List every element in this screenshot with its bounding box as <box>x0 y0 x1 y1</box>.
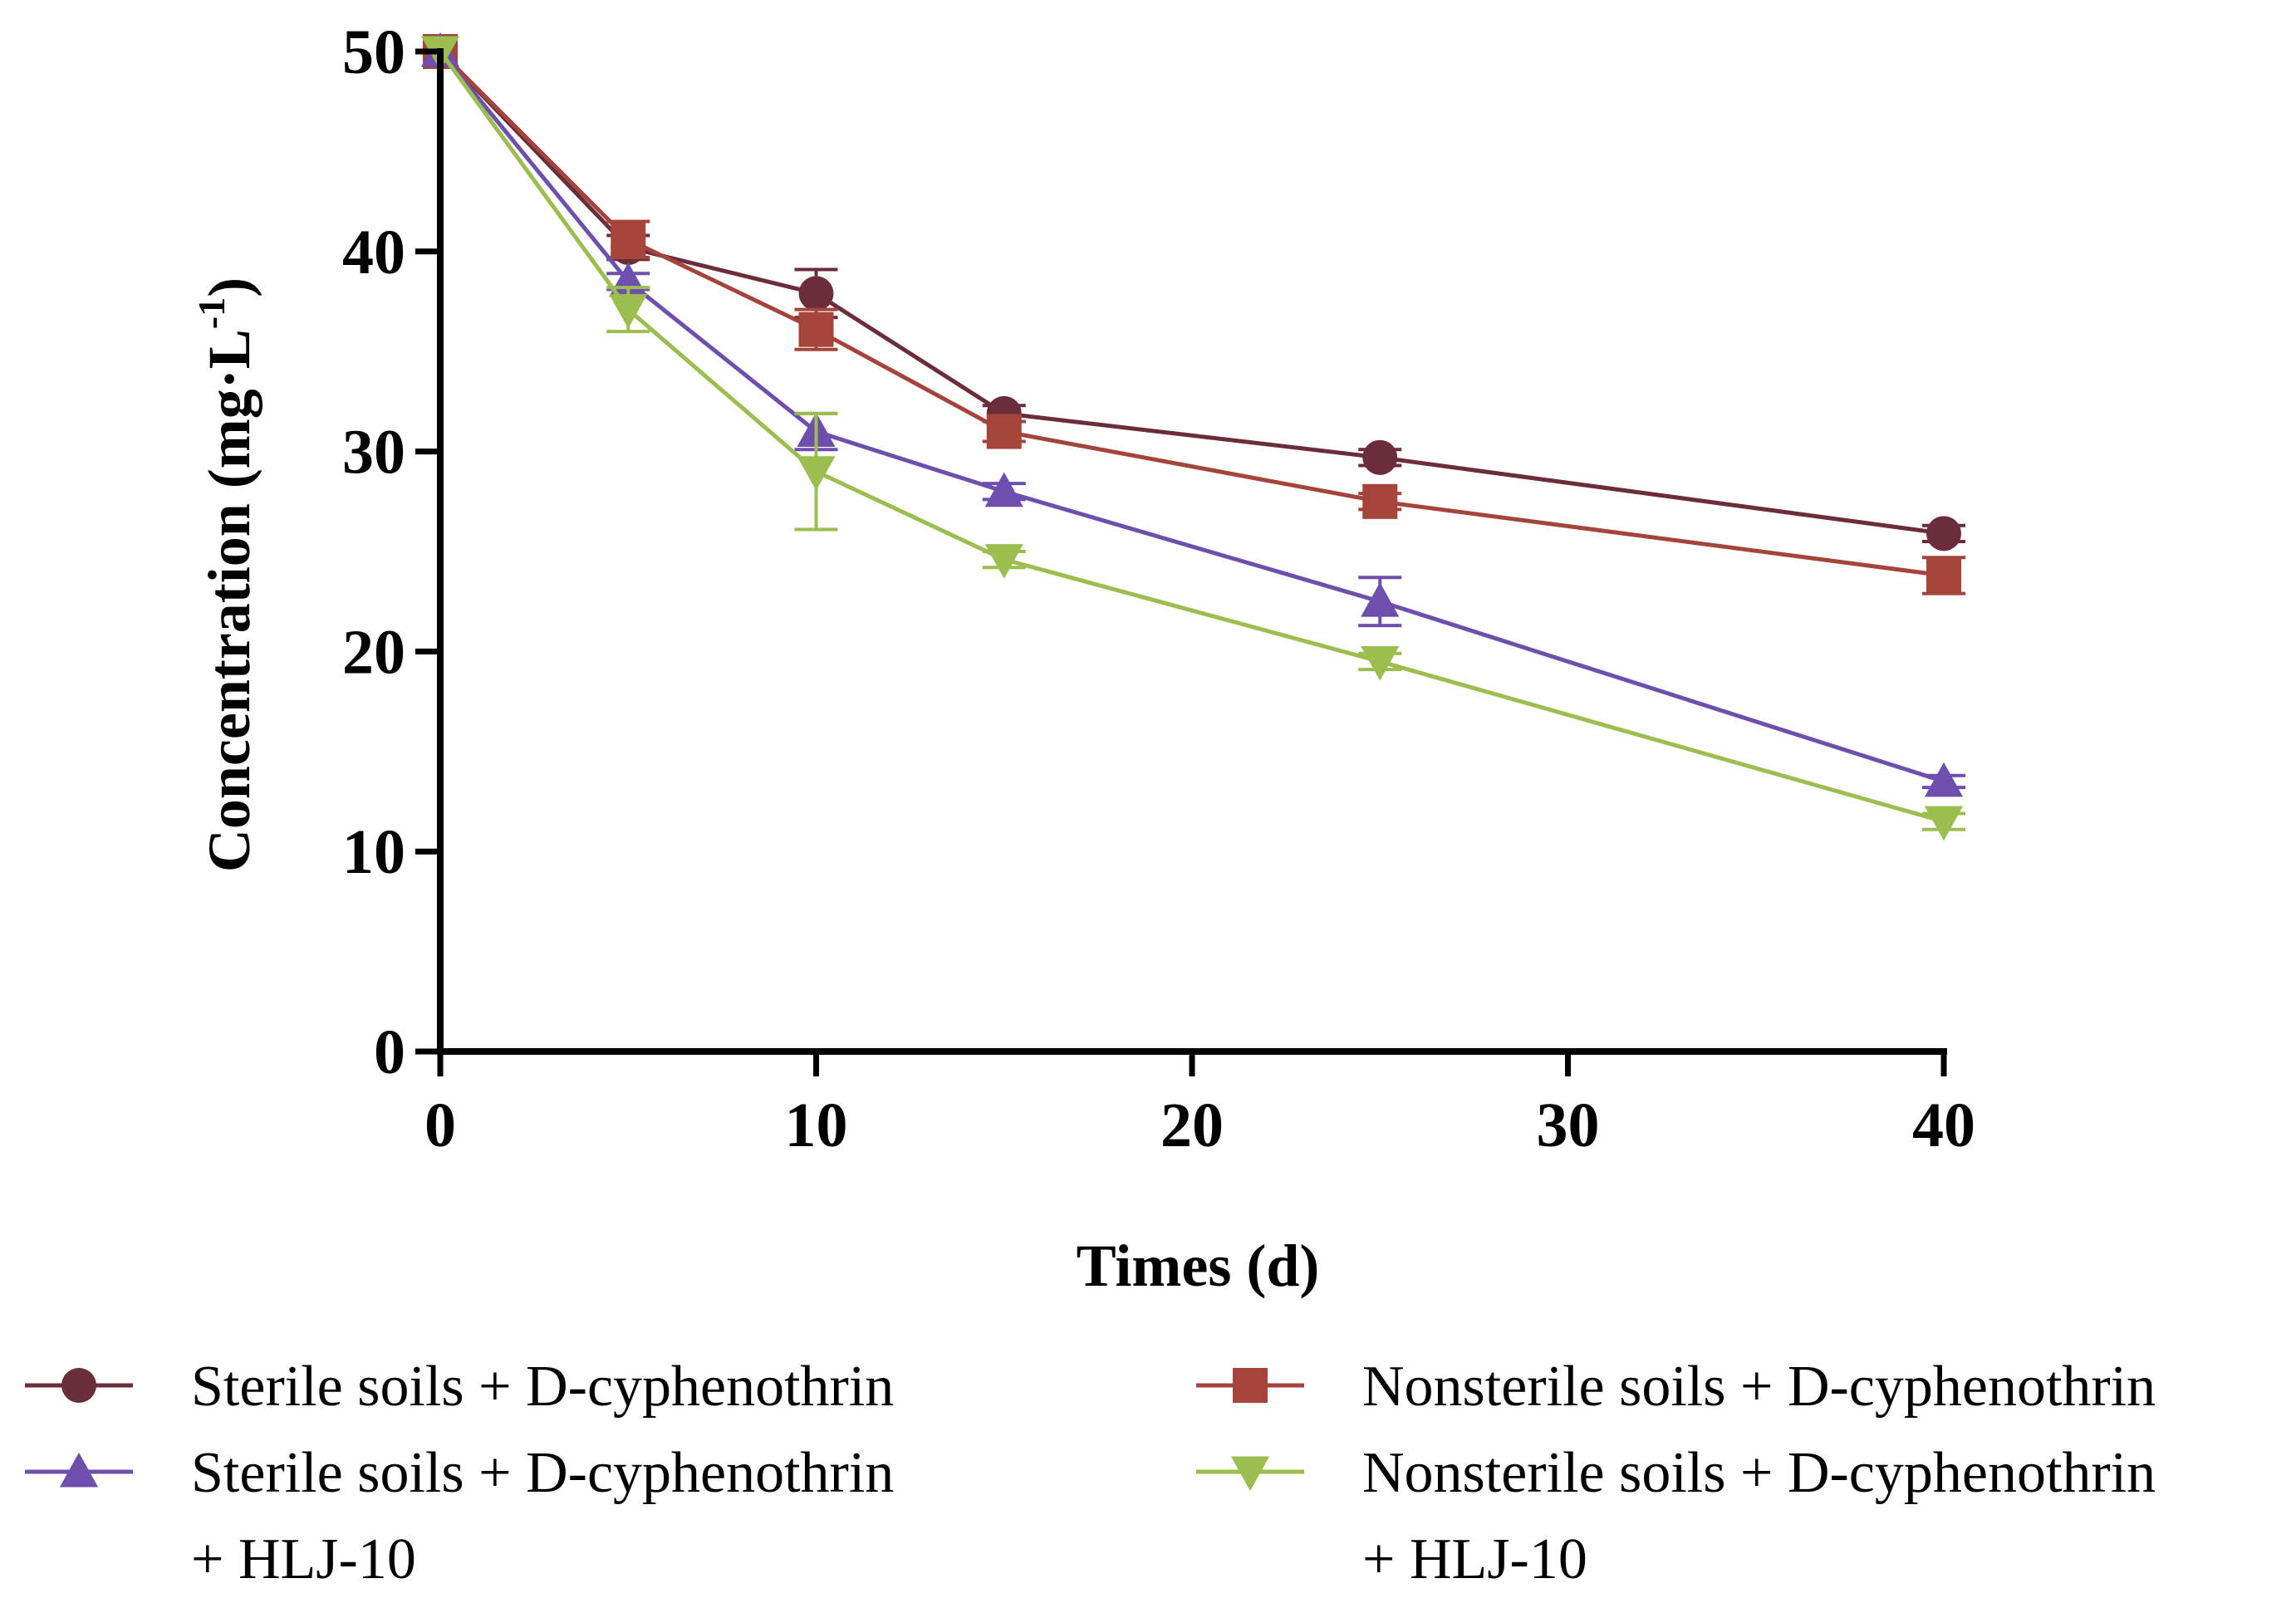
legend-label: Sterile soils + D-cyphenothrin <box>191 1441 894 1505</box>
data-point <box>986 414 1022 449</box>
data-point <box>1361 645 1400 681</box>
x-tick-label: 0 <box>424 1091 456 1160</box>
legend-label: Sterile soils + D-cyphenothrin <box>191 1355 894 1419</box>
data-point <box>1361 582 1400 617</box>
y-tick-label: 0 <box>374 1017 405 1087</box>
data-point <box>609 294 648 329</box>
y-tick-label: 10 <box>342 817 405 887</box>
y-tick-label: 50 <box>342 17 405 87</box>
legend-marker <box>1233 1368 1268 1403</box>
legend-item-2: Sterile soils + D-cyphenothrin + HLJ-10 <box>25 1441 894 1591</box>
x-tick-label: 30 <box>1537 1091 1600 1160</box>
y-axis-title: Concentration (mg·L-1) <box>190 277 262 872</box>
x-tick-label: 40 <box>1912 1091 1975 1160</box>
x-ticks: 0 10 20 30 40 <box>424 1051 1975 1160</box>
series-line <box>439 50 1945 578</box>
series-0 <box>423 34 1965 551</box>
y-tick-label: 40 <box>342 218 405 287</box>
legend-item-0: Sterile soils + D-cyphenothrin <box>25 1355 894 1419</box>
y-axis-title-close: ) <box>196 277 262 297</box>
series-1 <box>423 34 1965 596</box>
data-point <box>1924 762 1964 797</box>
legend-marker <box>1230 1456 1270 1492</box>
legend-marker <box>59 1452 99 1488</box>
axes: 0 10 20 30 40 50 0 10 20 30 40 <box>342 17 1975 1160</box>
series-line <box>439 50 1945 536</box>
legend-marker <box>61 1368 96 1403</box>
data-point <box>1926 557 1961 593</box>
plot-series <box>420 32 1965 841</box>
y-axis-title-main: Concentration (mg·L <box>196 329 262 872</box>
series-2 <box>420 32 1965 797</box>
x-axis-title: Times (d) <box>1077 1233 1320 1299</box>
y-ticks: 0 10 20 30 40 50 <box>342 17 440 1087</box>
legend-label: Nonsterile soils + D-cyphenothrin <box>1362 1441 2156 1505</box>
series-line <box>439 50 1945 784</box>
series-3 <box>420 36 1965 841</box>
x-tick-label: 20 <box>1160 1091 1224 1160</box>
data-point <box>984 472 1023 507</box>
series-line <box>438 50 1945 824</box>
legend-label: Nonsterile soils + D-cyphenothrin <box>1362 1355 2156 1419</box>
legend-label: + HLJ-10 <box>1362 1527 1587 1591</box>
data-point <box>1926 516 1961 551</box>
data-point <box>798 276 834 311</box>
legend: Sterile soils + D-cyphenothrin Nonsterile… <box>25 1355 2156 1591</box>
y-tick-label: 20 <box>342 617 405 687</box>
data-point <box>1362 439 1398 475</box>
data-point <box>797 456 836 491</box>
y-tick-label: 30 <box>342 418 405 488</box>
data-point <box>1362 483 1398 519</box>
legend-item-1: Nonsterile soils + D-cyphenothrin <box>1196 1355 2156 1419</box>
legend-label: + HLJ-10 <box>191 1527 416 1591</box>
x-tick-label: 10 <box>785 1091 848 1160</box>
data-point <box>1924 806 1964 841</box>
legend-item-3: Nonsterile soils + D-cyphenothrin + HLJ-1… <box>1196 1441 2156 1591</box>
data-point <box>611 222 646 257</box>
data-point <box>798 311 834 347</box>
y-axis-title-superscript: -1 <box>190 297 233 329</box>
data-point <box>984 544 1023 579</box>
